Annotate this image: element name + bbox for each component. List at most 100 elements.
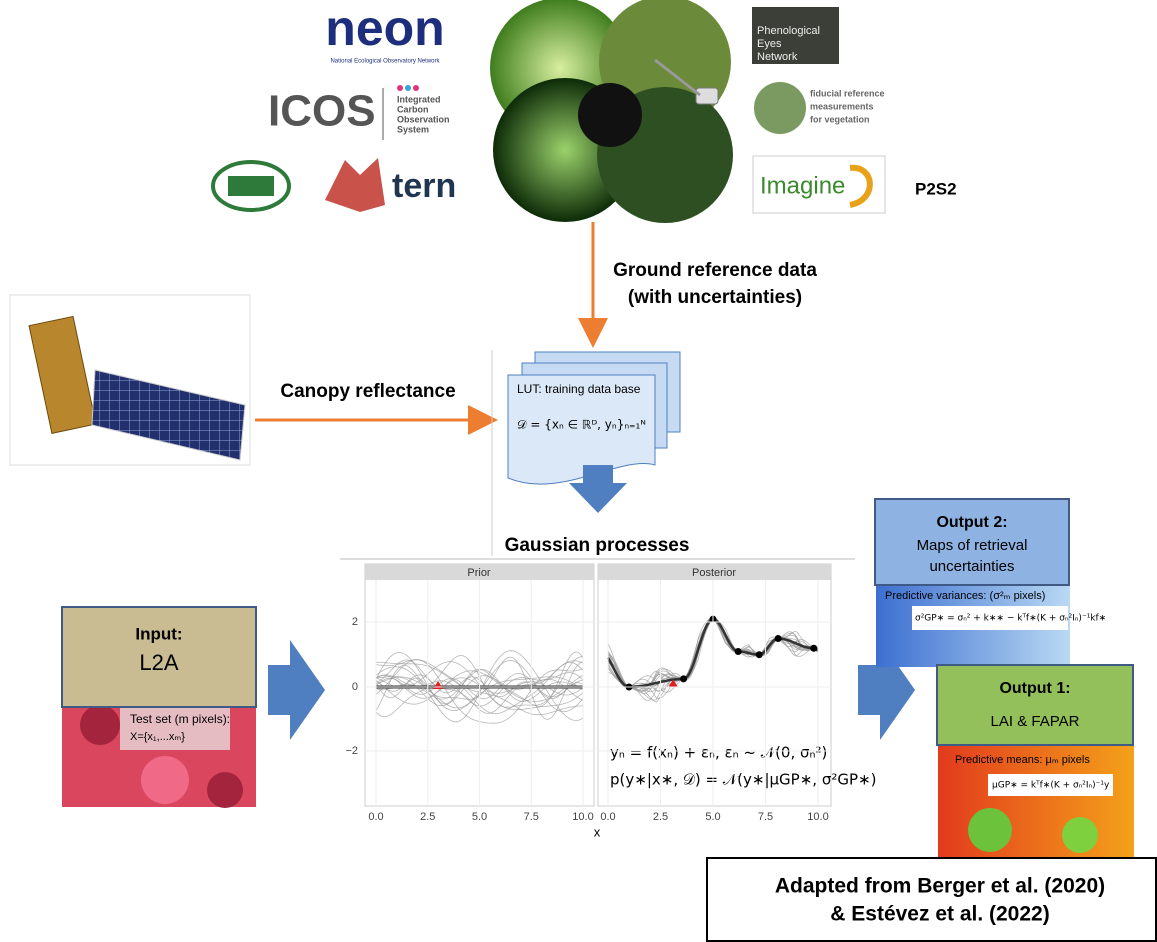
x-tick-label: 10.0 xyxy=(807,811,828,823)
tern-mark xyxy=(325,158,385,212)
solar-panel xyxy=(91,369,246,461)
instrument xyxy=(695,87,719,105)
gp-plot: Prior Posterior x yₙ = f(xₙ) + εₙ, εₙ ~ … xyxy=(345,563,876,839)
credit: Adapted from Berger et al. (2020) xyxy=(775,875,1105,898)
right-arrow xyxy=(268,640,325,740)
output1-caption: Predictive means: μₘ pixels xyxy=(955,754,1090,766)
pen-line: Network xyxy=(757,51,798,63)
icos-line: System xyxy=(397,124,429,134)
training-point xyxy=(680,675,688,683)
frm4veg-logo xyxy=(754,82,806,134)
canopy-photos xyxy=(490,0,733,223)
output1-text: LAI & FAPAR xyxy=(991,713,1080,730)
gp-title: Gaussian processes xyxy=(505,535,690,556)
icos-line: Carbon xyxy=(397,104,429,114)
imagine-swirl xyxy=(849,164,873,208)
x-tick-label: 0.0 xyxy=(368,811,383,823)
imagine-logo xyxy=(752,155,886,214)
input-document: Test set (m pixels): X={x₁,...xₘ} Input:… xyxy=(61,606,257,808)
canopy-label: Canopy reflectance xyxy=(280,381,455,402)
output2-formula: σ²GP∗ = σₙ² + k∗∗ − kᵀf∗(K + σₙ²Iₙ)⁻¹kf∗ xyxy=(915,614,1106,624)
pen-logo xyxy=(752,7,839,64)
credit-box xyxy=(706,857,1157,942)
training-point xyxy=(755,651,763,659)
y-tick-label: 2 xyxy=(352,616,358,628)
pen-line: Phenological xyxy=(757,25,820,37)
test-point xyxy=(668,679,679,688)
x-tick-label: 0.0 xyxy=(600,811,615,823)
output2-title: Output 2: xyxy=(936,514,1007,531)
caption-bg xyxy=(120,705,230,750)
frm4veg-line: measurements xyxy=(810,101,874,111)
neon-subtitle: National Ecological Observatory Network xyxy=(330,59,440,65)
input-caption: Test set (m pixels): xyxy=(130,712,230,726)
output1: Predictive means: μₘ pixels μGP∗ = kᵀf∗(… xyxy=(936,664,1134,858)
icos-line: Observation xyxy=(397,114,450,124)
x-tick-label: 5.0 xyxy=(472,811,487,823)
x-tick-label: 2.5 xyxy=(420,811,435,823)
field xyxy=(141,756,189,804)
credit: & Estévez et al. (2022) xyxy=(830,903,1049,926)
input-title: Input: xyxy=(135,624,182,643)
tern-logo: tern xyxy=(392,167,456,205)
frm4veg-line: fiducial reference xyxy=(810,88,885,98)
output1-box xyxy=(936,664,1134,746)
neon-logo: neon xyxy=(325,0,444,56)
input-name: L2A xyxy=(139,650,178,675)
x-tick-label: 10.0 xyxy=(572,811,593,823)
output2-line: uncertainties xyxy=(929,558,1014,575)
icos-dot xyxy=(413,85,419,91)
equation: p(y∗|x∗, 𝒟) = 𝒩(y∗|μGP∗, σ²GP∗) xyxy=(610,771,876,789)
pen-text: Phenological Eyes Network xyxy=(757,25,820,63)
lut-formula: 𝒟 = {xₙ ∈ ℝᴰ, yₙ}ₙ₌₁ᴺ xyxy=(517,418,646,432)
frm4veg-text: fiducial reference measurements for vege… xyxy=(810,88,885,124)
icos-dot xyxy=(397,85,403,91)
icos-subtitle: Integrated Carbon Observation System xyxy=(397,94,450,134)
training-point xyxy=(810,644,818,652)
y-tick-label: 0 xyxy=(352,681,358,693)
y-tick-label: −2 xyxy=(345,745,358,757)
training-point xyxy=(774,635,782,643)
field xyxy=(1062,817,1098,853)
ground-label: Ground reference data xyxy=(613,260,817,281)
x-axis-label: x xyxy=(594,824,601,839)
panel-strip xyxy=(365,564,594,580)
x-tick-label: 7.5 xyxy=(524,811,539,823)
lut-title: LUT: training data base xyxy=(517,382,641,396)
field xyxy=(968,808,1012,852)
icos-logo: ICOS xyxy=(268,87,376,136)
ground-label: (with uncertainties) xyxy=(628,287,802,308)
pen-line: Eyes xyxy=(757,38,782,50)
output2-box xyxy=(874,498,1070,586)
input-caption: X={x₁,...xₘ} xyxy=(130,731,185,743)
x-tick-label: 2.5 xyxy=(653,811,668,823)
icos-dot xyxy=(405,85,411,91)
output2-caption: Predictive variances: (σ²ₘ pixels) xyxy=(885,590,1045,602)
p2s2-label: P2S2 xyxy=(915,179,957,198)
right-arrow xyxy=(858,640,915,740)
icos-line: Integrated xyxy=(397,94,441,104)
field xyxy=(207,772,243,808)
training-point xyxy=(734,647,742,655)
photo xyxy=(578,83,642,147)
formula-bg xyxy=(912,606,1068,630)
panel-title: Posterior xyxy=(692,567,736,579)
satellite xyxy=(28,315,246,461)
equation: yₙ = f(xₙ) + εₙ, εₙ ~ 𝒩(0, σₙ²) xyxy=(610,744,827,762)
down-arrow xyxy=(569,465,627,513)
instrument-rod xyxy=(654,58,701,97)
imagine-text: Imagine xyxy=(760,172,845,199)
panel-strip xyxy=(598,564,831,580)
output2: Predictive variances: (σ²ₘ pixels) σ²GP∗… xyxy=(874,498,1106,667)
formula-bg xyxy=(988,774,1113,796)
input-box xyxy=(61,606,257,708)
output1-formula: μGP∗ = kᵀf∗(K + σₙ²Iₙ)⁻¹y xyxy=(992,781,1110,791)
field xyxy=(80,705,120,745)
panel-title: Prior xyxy=(467,567,491,579)
lut-document: LUT: training data base 𝒟 = {xₙ ∈ ℝᴰ, yₙ… xyxy=(507,351,681,485)
x-tick-label: 5.0 xyxy=(705,811,720,823)
output2-line: Maps of retrieval xyxy=(917,537,1028,554)
